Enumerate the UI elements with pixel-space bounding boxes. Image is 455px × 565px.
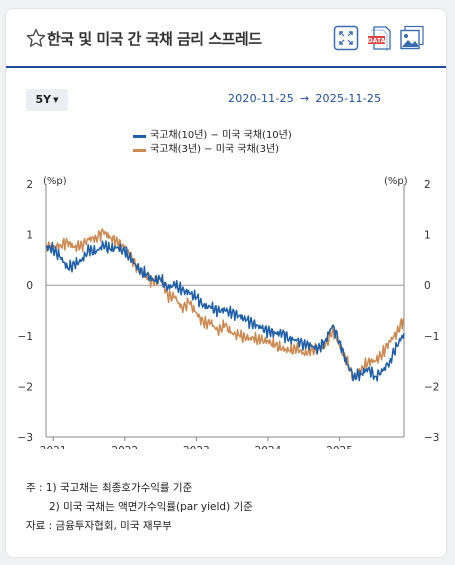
unit-label-left: (%p) <box>43 176 67 187</box>
y-tick-label-left: 1 <box>26 230 33 242</box>
y-tick-label-left: 0 <box>26 280 33 292</box>
range-arrow: → <box>299 92 310 105</box>
spread-line-chart: (%p) (%p) 2 2 1 1 0 0 −1 −1 −2 −2 −3 −3 2021 2022 2023… <box>18 176 440 449</box>
chart-legend: 국고채(10년) − 미국 국채(10년) 국고채(3년) − 미국 국채(3년… <box>133 129 292 157</box>
y-tick-label-left: −1 <box>18 331 33 343</box>
series-line-1 <box>45 240 405 382</box>
star-icon[interactable] <box>26 28 46 48</box>
y-tick-label-left: −2 <box>18 381 33 393</box>
data-download-icon[interactable]: DATA <box>367 25 393 51</box>
data-badge-label: DATA <box>368 38 386 45</box>
x-tick-label: 2024 <box>255 445 282 449</box>
x-tick-label: 2021 <box>40 445 67 449</box>
date-range: 2020-11-25 → 2025-11-25 <box>228 92 381 105</box>
y-tick-label-right: 1 <box>424 230 431 242</box>
y-tick-label-right: 0 <box>424 280 431 292</box>
legend-swatch-series2 <box>133 149 146 152</box>
range-start: 2020-11-25 <box>228 92 294 105</box>
caret-down-icon: ▼ <box>53 96 59 104</box>
expand-icon[interactable] <box>333 25 359 51</box>
chart-card: 한국 및 미국 간 국채 금리 스프레드 DATA 5Y ▼ 2020-11-25… <box>5 8 447 558</box>
x-tick-label: 2025 <box>326 445 353 449</box>
y-tick-label-left: −3 <box>18 432 33 444</box>
y-tick-label-right: 2 <box>424 179 431 191</box>
y-tick-label-right: −3 <box>424 432 439 444</box>
y-tick-label-left: 2 <box>26 179 33 191</box>
x-tick-label: 2022 <box>111 445 138 449</box>
card-header: 한국 및 미국 간 국채 금리 스프레드 DATA <box>6 9 446 68</box>
image-download-icon[interactable] <box>399 25 425 51</box>
legend-swatch-series1 <box>133 135 146 138</box>
source-note: 자료 : 금융투자협회, 미국 재무부 <box>26 520 172 532</box>
footnote-1: 주 : 1) 국고채는 최종호가수익률 기준 <box>26 482 193 494</box>
legend-item-series1[interactable]: 국고채(10년) − 미국 국채(10년) <box>133 129 292 143</box>
y-tick-label-right: −1 <box>424 331 439 343</box>
period-label: 5Y <box>35 93 52 106</box>
x-tick-label: 2023 <box>183 445 210 449</box>
unit-label-right: (%p) <box>384 176 408 187</box>
legend-item-series2[interactable]: 국고채(3년) − 미국 국채(3년) <box>133 143 292 157</box>
legend-label-series2: 국고채(3년) − 미국 국채(3년) <box>150 144 280 155</box>
period-select[interactable]: 5Y ▼ <box>26 89 68 111</box>
series-line-2 <box>45 228 405 381</box>
footnotes: 주 : 1) 국고채는 최종호가수익률 기준 2) 미국 국채는 액면가수익률(… <box>26 479 253 536</box>
legend-label-series1: 국고채(10년) − 미국 국채(10년) <box>150 130 292 141</box>
y-tick-label-right: −2 <box>424 381 439 393</box>
page-title: 한국 및 미국 간 국채 금리 스프레드 <box>47 30 262 48</box>
range-end: 2025-11-25 <box>315 92 382 105</box>
footnote-2: 2) 미국 국채는 액면가수익률(par yield) 기준 <box>49 501 253 513</box>
